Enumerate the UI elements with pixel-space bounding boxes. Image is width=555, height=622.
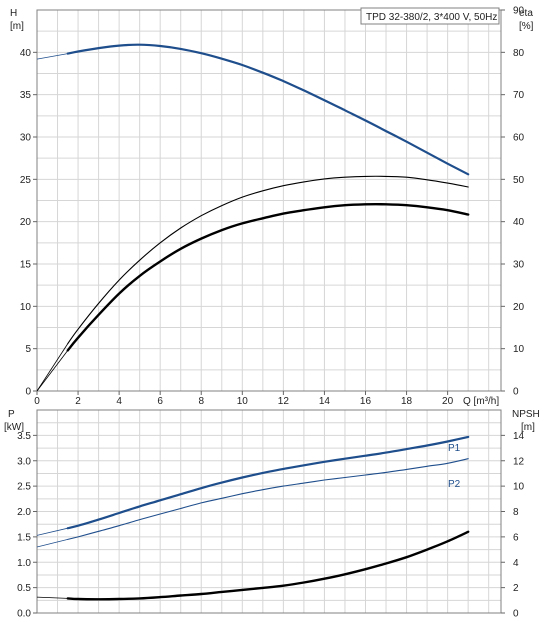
x-tick-label: 8 [198, 396, 204, 407]
series-extension-line [36, 539, 68, 548]
left-tick-label: 3.0 [17, 456, 31, 467]
series-line [67, 175, 469, 345]
x-tick-label: 16 [360, 396, 372, 407]
power-grid [37, 410, 501, 613]
x-tick-label: 20 [442, 396, 454, 407]
x-tick-label: 2 [75, 396, 81, 407]
left-tick-label: 25 [20, 175, 32, 186]
eta-axis-unit: [%] [519, 21, 534, 32]
head-efficiency-panel: 0 5 10 15 20 25 30 35 40 0 10 20 30 40 50 60 70 80 90 0 2 4… [10, 6, 534, 408]
right-tick-label: 6 [513, 532, 519, 543]
npsh-axis-name: NPSH [512, 409, 540, 420]
x-tick-label: 4 [116, 396, 122, 407]
series-extension-line [36, 527, 68, 536]
right-tick-label: 10 [513, 344, 525, 355]
right-tick-label: 0 [513, 609, 519, 620]
h-axis-unit: [m] [10, 21, 24, 32]
left-tick-label: 5 [25, 344, 31, 355]
right-tick-label: 90 [513, 6, 525, 17]
right-tick-label: 14 [513, 431, 525, 442]
series-line [66, 203, 470, 352]
left-tick-label: 2.5 [17, 482, 31, 493]
x-tick-label: 6 [157, 396, 163, 407]
legend-box [360, 7, 500, 25]
x-tick-label: 0 [34, 396, 40, 407]
right-tick-label: 50 [513, 175, 525, 186]
left-tick-label: 10 [20, 302, 32, 313]
p-axis-name: P [8, 409, 15, 420]
x-tick-label: 18 [401, 396, 413, 407]
series-line [66, 435, 470, 530]
eta-right-ticks: 0 10 20 30 40 50 60 70 80 90 [501, 6, 525, 398]
power-series [36, 435, 470, 601]
power-npsh-panel: 0.0 0.5 1.0 1.5 2.0 2.5 3.0 3.5 0 2 4 6 8 10 12 14 P [… [4, 409, 540, 620]
left-tick-label: 1.5 [17, 532, 31, 543]
head-grid [37, 10, 501, 391]
left-tick-label: 30 [20, 133, 32, 144]
left-tick-label: 35 [20, 90, 32, 101]
x-tick-label: 14 [319, 396, 331, 407]
p-axis-unit: [kW] [4, 422, 24, 433]
left-tick-label: 40 [20, 48, 32, 59]
series-extension-line [36, 53, 68, 60]
npsh-axis-unit: [m] [521, 422, 535, 433]
left-tick-label: 3.5 [17, 431, 31, 442]
power-left-ticks: 0.0 0.5 1.0 1.5 2.0 2.5 3.0 3.5 [17, 431, 37, 620]
x-tick-label: 12 [278, 396, 290, 407]
p2-series-label: P2 [448, 479, 461, 490]
q-axis-label: Q [m³/h] [463, 396, 499, 407]
left-tick-label: 1.0 [17, 558, 31, 569]
left-tick-label: 2.0 [17, 507, 31, 518]
head-series [36, 43, 470, 392]
series-line [66, 43, 470, 176]
series-line [67, 458, 469, 540]
right-tick-label: 10 [513, 482, 525, 493]
x-tick-label: 10 [237, 396, 249, 407]
h-axis-name: H [10, 8, 17, 19]
left-tick-label: 0.5 [17, 583, 31, 594]
left-tick-label: 15 [20, 260, 32, 271]
head-plot-frame [36, 9, 502, 392]
eta-axis-name: eta [519, 8, 533, 19]
right-tick-label: 70 [513, 90, 525, 101]
right-tick-label: 60 [513, 133, 525, 144]
head-left-ticks: 0 5 10 15 20 25 30 35 40 [20, 48, 37, 398]
right-tick-label: 12 [513, 456, 525, 467]
left-tick-label: 20 [20, 217, 32, 228]
p1-series-label: P1 [448, 443, 461, 454]
right-tick-label: 30 [513, 260, 525, 271]
right-tick-label: 40 [513, 217, 525, 228]
series-extension-line [36, 343, 69, 392]
right-tick-label: 2 [513, 583, 519, 594]
series-line [66, 530, 470, 601]
left-tick-label: 0.0 [17, 609, 31, 620]
right-tick-label: 8 [513, 507, 519, 518]
left-tick-label: 0 [25, 387, 31, 398]
series-extension-line [36, 350, 69, 392]
right-tick-label: 0 [513, 387, 519, 398]
npsh-right-ticks: 0 2 4 6 8 10 12 14 [501, 431, 525, 620]
right-tick-label: 4 [513, 558, 519, 569]
pump-model-label: TPD 32-380/2, 3*400 V, 50Hz [366, 12, 497, 23]
right-tick-label: 20 [513, 302, 525, 313]
series-extension-line [36, 596, 68, 599]
flow-x-ticks: 0 2 4 6 8 10 12 14 16 18 20 [34, 391, 454, 407]
right-tick-label: 80 [513, 48, 525, 59]
